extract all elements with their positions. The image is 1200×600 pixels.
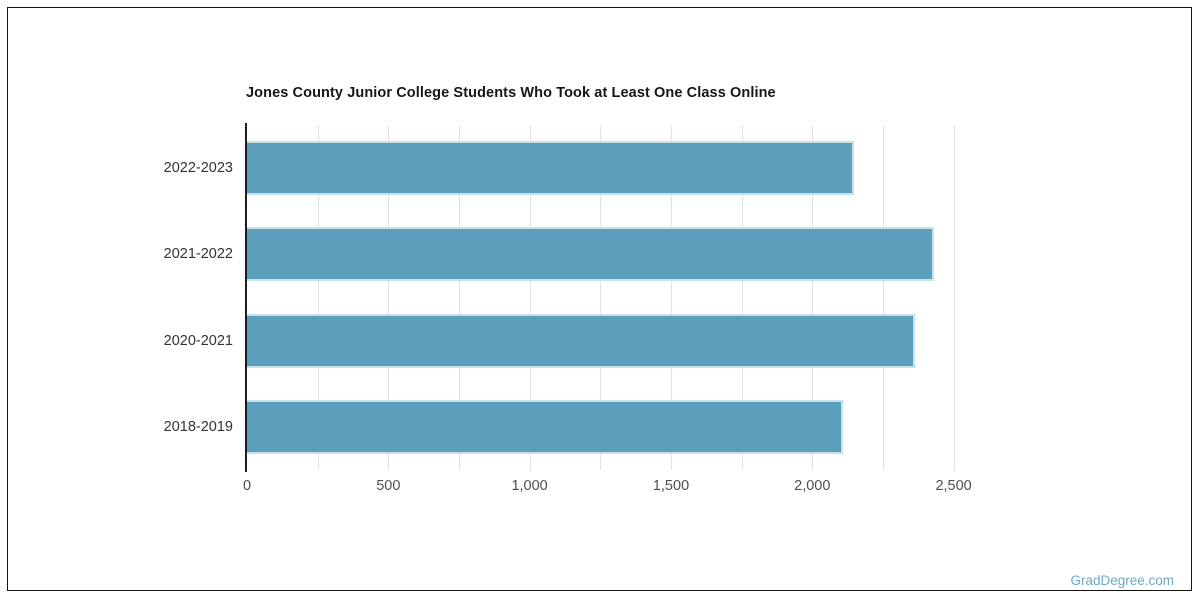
bar-2018-2019[interactable] [247, 399, 843, 454]
y-axis-line [245, 123, 247, 472]
plot-area [245, 123, 959, 472]
gridline-2250 [882, 125, 884, 470]
gridline-1000 [529, 125, 531, 470]
gridline-250 [317, 125, 319, 470]
category-label-2020-2021: 2020-2021 [163, 332, 233, 349]
bar-2020-2021[interactable] [247, 313, 916, 368]
category-label-2018-2019: 2018-2019 [163, 418, 233, 435]
x-tick-label-2,000: 2,000 [794, 478, 831, 494]
chart-title: Jones County Junior College Students Who… [246, 85, 776, 101]
gridline-2500 [953, 125, 955, 470]
gridline-2000 [812, 125, 814, 470]
x-tick-label-500: 500 [376, 478, 401, 494]
bar-2022-2023[interactable] [247, 141, 854, 196]
x-tick-label-0: 0 [242, 478, 252, 494]
x-tick-label-1,500: 1,500 [652, 478, 690, 494]
x-tick-label-1,000: 1,000 [511, 478, 548, 494]
category-label-2022-2023: 2022-2023 [163, 160, 233, 177]
gridline-1750 [741, 125, 743, 470]
bar-2021-2022[interactable] [247, 227, 934, 282]
gridline-1250 [600, 125, 602, 470]
gridline-750 [459, 125, 460, 470]
x-tick-label-2,500: 2,500 [935, 478, 972, 494]
gridline-1500 [671, 125, 672, 470]
gridline-500 [388, 125, 390, 470]
watermark-link[interactable]: GradDegree.com [1070, 573, 1174, 588]
category-label-2021-2022: 2021-2022 [163, 246, 233, 263]
